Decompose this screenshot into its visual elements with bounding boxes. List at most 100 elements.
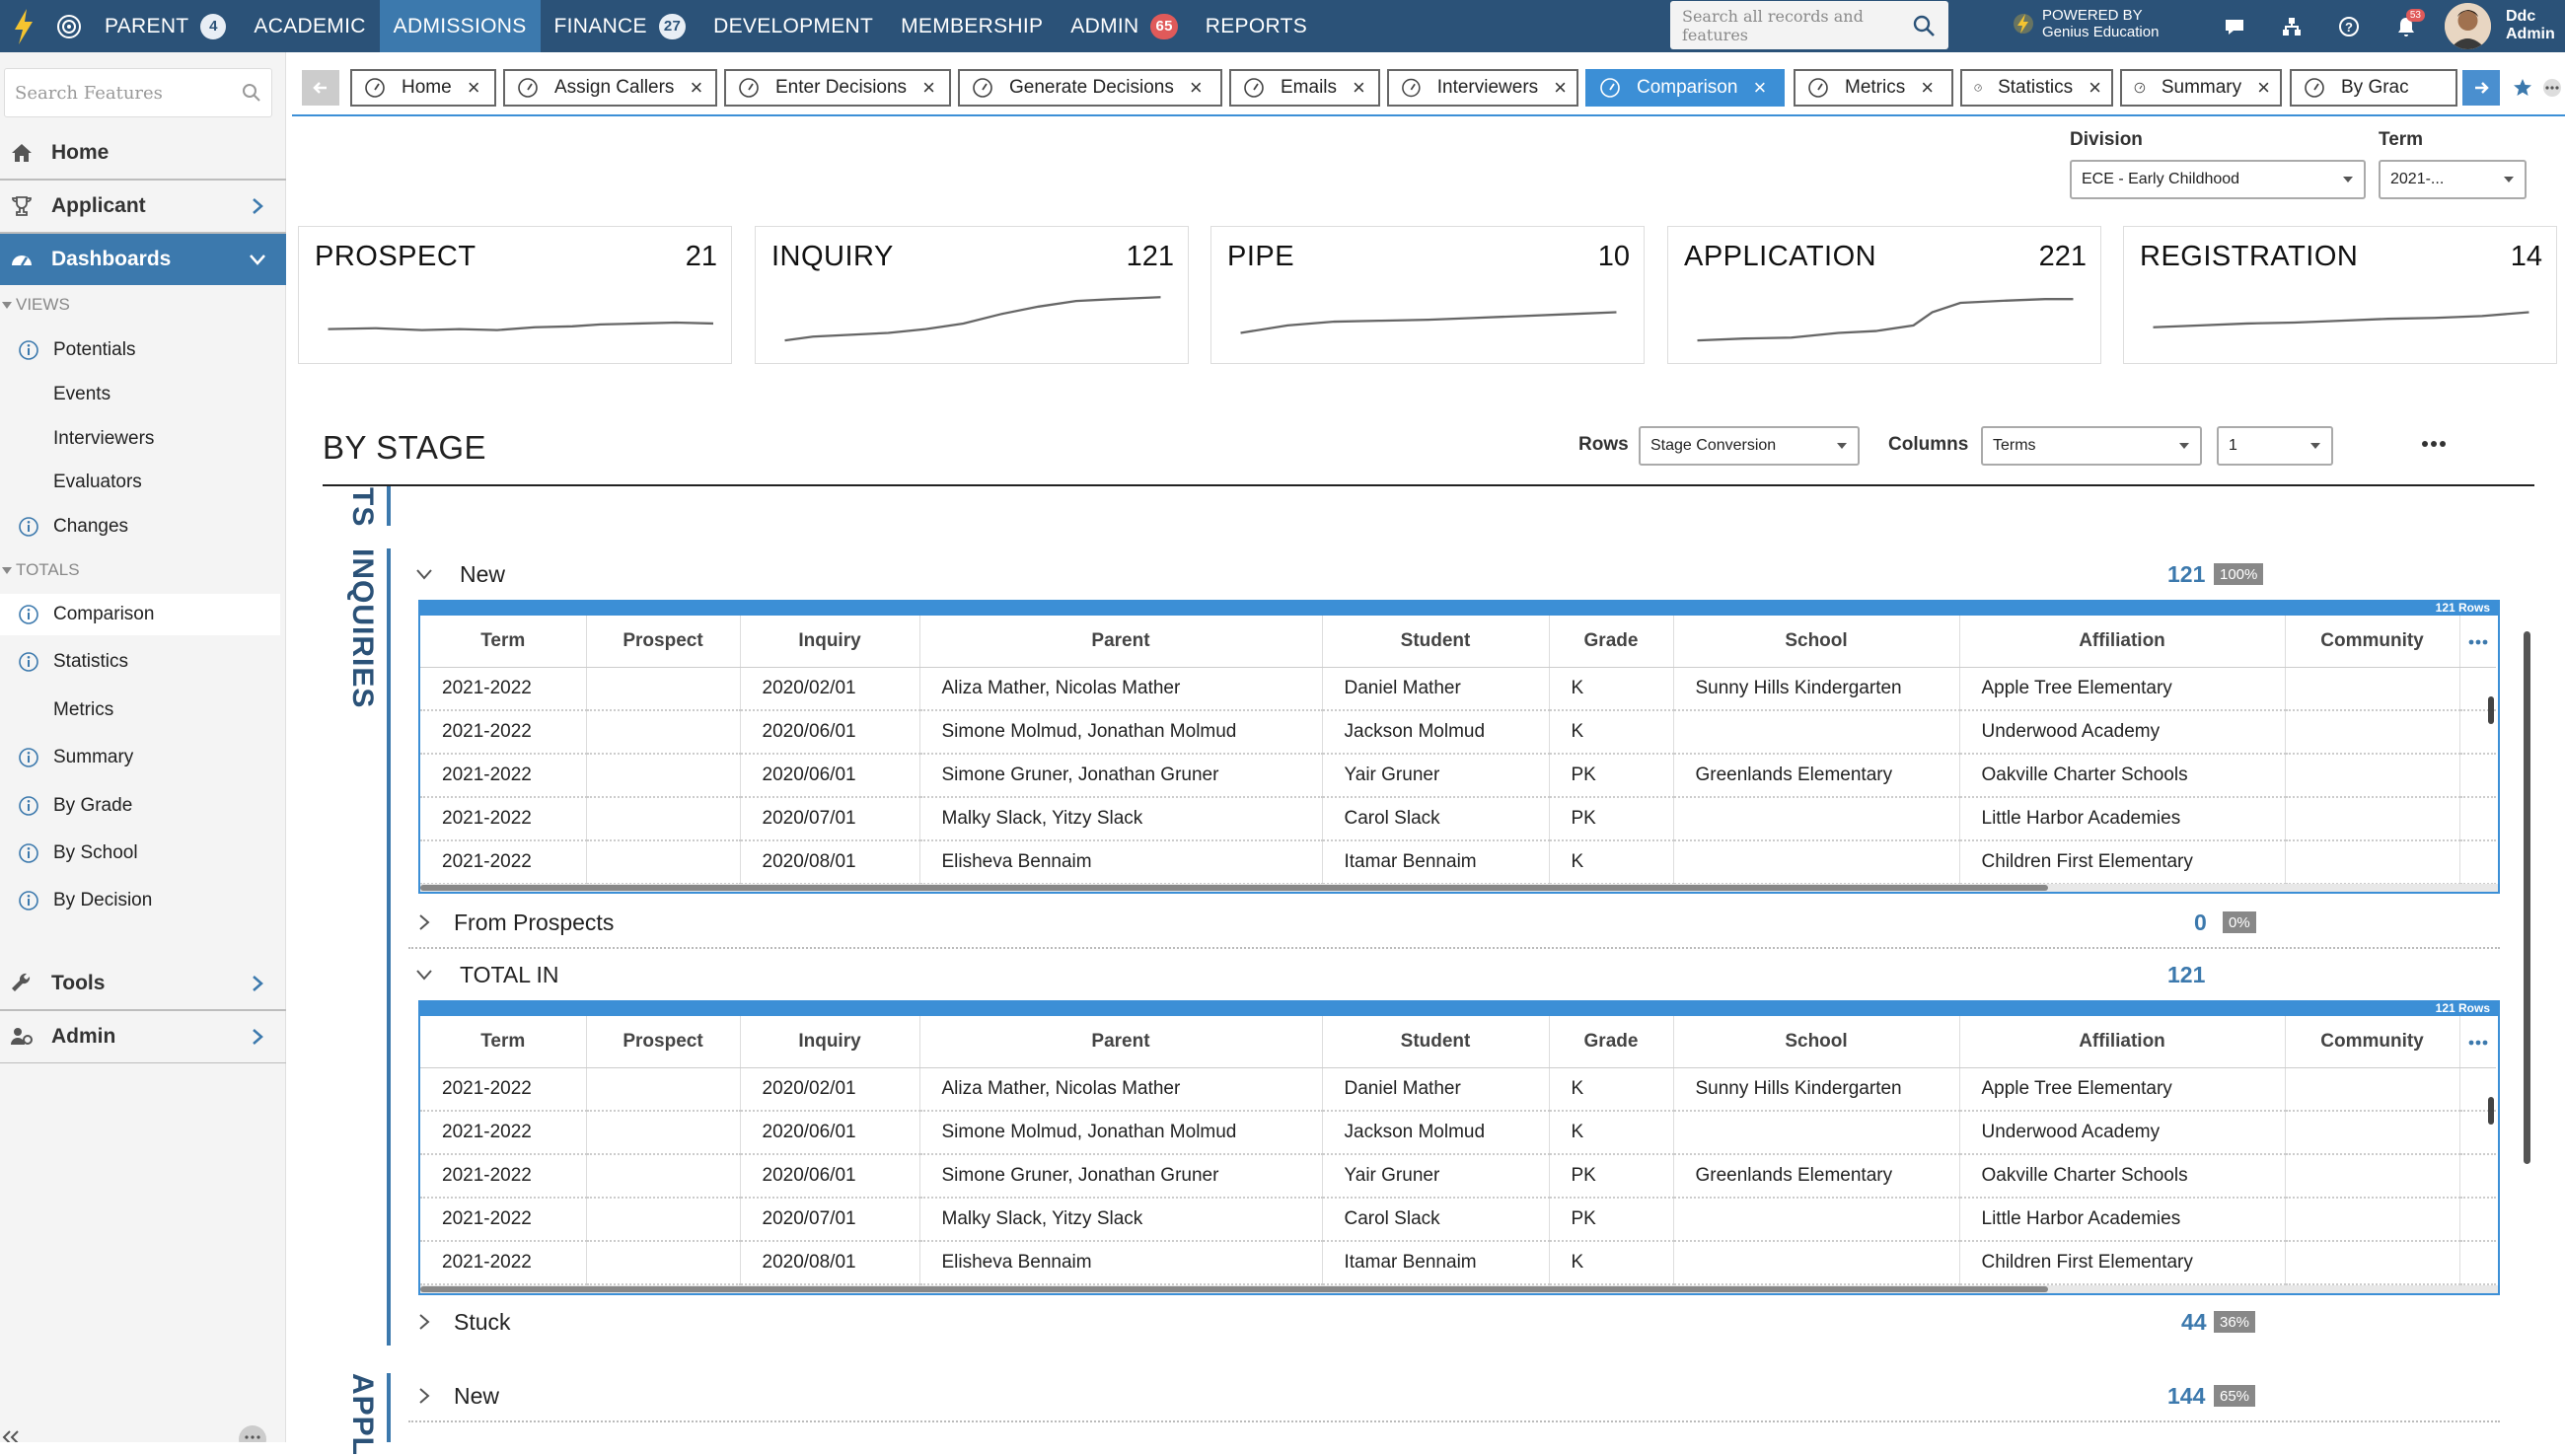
kpi-card-prospect[interactable]: PROSPECT 21	[298, 226, 732, 364]
sidebar-subitem-by-school[interactable]: By School	[0, 833, 280, 874]
nav-development[interactable]: DEVELOPMENT	[713, 14, 874, 37]
sidebar-item-applicant[interactable]: Applicant	[0, 181, 286, 232]
close-tab-icon[interactable]: ×	[922, 75, 935, 100]
lightning-logo-icon[interactable]	[0, 0, 47, 52]
panel-scrollbar[interactable]	[2524, 631, 2530, 1164]
tab-interviewers[interactable]: Interviewers ×	[1387, 69, 1578, 107]
column-menu-icon[interactable]	[2459, 616, 2496, 668]
columns-select[interactable]: Terms	[1981, 426, 2202, 466]
column-header-inquiry[interactable]: Inquiry	[740, 1016, 920, 1068]
sidebar-subitem-evaluators[interactable]: Evaluators	[53, 472, 142, 493]
tab-statistics[interactable]: Statistics ×	[1960, 69, 2113, 107]
tab-emails[interactable]: Emails ×	[1229, 69, 1380, 107]
nav-membership[interactable]: MEMBERSHIP	[901, 14, 1044, 37]
horizontal-scrollbar[interactable]	[420, 1285, 2498, 1293]
column-header-parent[interactable]: Parent	[919, 616, 1323, 668]
column-header-inquiry[interactable]: Inquiry	[740, 616, 920, 668]
table-row[interactable]: 2021-2022 2020/06/01 Simone Gruner, Jonath…	[420, 754, 2496, 798]
more-options-icon[interactable]	[2417, 437, 2451, 451]
tab-assign-callers[interactable]: Assign Callers ×	[503, 69, 717, 107]
tabs-scroll-right-button[interactable]	[2462, 70, 2500, 106]
favorite-star-icon[interactable]	[2504, 70, 2541, 106]
column-header-prospect[interactable]: Prospect	[586, 616, 741, 668]
columns-count-select[interactable]: 1	[2217, 426, 2333, 466]
user-avatar[interactable]	[2445, 3, 2491, 49]
close-tab-icon[interactable]: ×	[1554, 75, 1567, 100]
org-chart-icon[interactable]	[2263, 0, 2320, 52]
column-header-affiliation[interactable]: Affiliation	[1959, 616, 2286, 668]
sidebar-subitem-metrics[interactable]: Metrics	[53, 698, 114, 720]
notifications-bell-icon[interactable]: 53	[2378, 0, 2435, 52]
rows-select[interactable]: Stage Conversion	[1639, 426, 1860, 466]
table-row[interactable]: 2021-2022 2020/06/01 Simone Gruner, Jonath…	[420, 1154, 2496, 1199]
feature-search-input[interactable]: Search Features	[4, 68, 272, 117]
division-select[interactable]: ECE - Early Childhood	[2070, 160, 2366, 199]
table-row[interactable]: 2021-2022 2020/07/01 Malky Slack, Yitzy Sl…	[420, 797, 2496, 841]
sidebar-subitem-summary[interactable]: Summary	[0, 737, 280, 778]
column-header-community[interactable]: Community	[2285, 1016, 2460, 1068]
vertical-scrollbar[interactable]	[2488, 696, 2494, 724]
tabs-more-icon[interactable]	[2533, 70, 2565, 106]
search-icon[interactable]	[1911, 13, 1937, 38]
help-icon[interactable]: ?	[2320, 0, 2378, 52]
group-row-total-in[interactable]: TOTAL IN	[408, 950, 2500, 999]
sidebar-item-tools[interactable]: Tools	[0, 958, 286, 1009]
sidebar-subitem-by-grade[interactable]: By Grade	[0, 785, 280, 827]
nav-parent[interactable]: PARENT 4	[91, 0, 240, 52]
group-row-new[interactable]: New	[408, 549, 2500, 599]
column-header-term[interactable]: Term	[420, 616, 587, 668]
sidebar-item-admin[interactable]: Admin	[0, 1011, 286, 1062]
sidebar-subitem-by-decision[interactable]: By Decision	[0, 880, 280, 921]
column-header-prospect[interactable]: Prospect	[586, 1016, 741, 1068]
column-menu-icon[interactable]	[2459, 1016, 2496, 1068]
table-row[interactable]: 2021-2022 2020/02/01 Aliza Mather, Nicolas…	[420, 667, 2496, 711]
kpi-card-inquiry[interactable]: INQUIRY 121	[755, 226, 1189, 364]
vertical-scrollbar[interactable]	[2488, 1097, 2494, 1125]
group-row-stuck[interactable]: Stuck	[408, 1297, 2500, 1347]
views-section-header[interactable]: VIEWS	[0, 295, 70, 315]
group-row-applications-new[interactable]: New	[408, 1371, 2500, 1420]
sidebar-item-dashboards[interactable]: Dashboards	[0, 234, 286, 285]
tab-enter-decisions[interactable]: Enter Decisions ×	[724, 69, 951, 107]
column-header-grade[interactable]: Grade	[1549, 1016, 1674, 1068]
sidebar-subitem-statistics[interactable]: Statistics	[0, 641, 280, 683]
nav-admissions[interactable]: ADMISSIONS	[379, 0, 541, 52]
close-tab-icon[interactable]: ×	[690, 75, 703, 100]
column-header-affiliation[interactable]: Affiliation	[1959, 1016, 2286, 1068]
tab-metrics[interactable]: Metrics ×	[1794, 69, 1953, 107]
table-row[interactable]: 2021-2022 2020/06/01 Simone Molmud, Jonath…	[420, 710, 2496, 755]
nav-academic[interactable]: ACADEMIC	[254, 14, 366, 37]
column-header-term[interactable]: Term	[420, 1016, 587, 1068]
column-header-school[interactable]: School	[1673, 616, 1960, 668]
close-tab-icon[interactable]: ×	[1921, 75, 1935, 100]
chat-icon[interactable]	[2206, 0, 2263, 52]
tab-generate-decisions[interactable]: Generate Decisions ×	[958, 69, 1222, 107]
global-search-input[interactable]: Search all records and features	[1670, 1, 1948, 49]
tab-home[interactable]: Home ×	[350, 69, 496, 107]
group-row-from-prospects[interactable]: From Prospects	[408, 898, 2500, 947]
nav-reports[interactable]: REPORTS	[1205, 14, 1307, 37]
sidebar-subitem-comparison[interactable]: Comparison	[0, 594, 280, 635]
tab-comparison[interactable]: Comparison ×	[1585, 69, 1785, 107]
column-header-student[interactable]: Student	[1322, 1016, 1550, 1068]
close-tab-icon[interactable]: ×	[2257, 75, 2270, 100]
table-row[interactable]: 2021-2022 2020/02/01 Aliza Mather, Nicolas…	[420, 1067, 2496, 1112]
close-tab-icon[interactable]: ×	[467, 75, 480, 100]
tab-by-grac[interactable]: By Grac	[2290, 69, 2457, 107]
sidebar-subitem-events[interactable]: Events	[53, 383, 111, 404]
table-row[interactable]: 2021-2022 2020/08/01 Elisheva Bennaim Itama…	[420, 840, 2496, 885]
horizontal-scrollbar[interactable]	[420, 884, 2498, 892]
table-row[interactable]: 2021-2022 2020/07/01 Malky Slack, Yitzy Sl…	[420, 1198, 2496, 1242]
totals-section-header[interactable]: TOTALS	[0, 560, 80, 580]
close-tab-icon[interactable]: ×	[1353, 75, 1365, 100]
sidebar-subitem-changes[interactable]: Changes	[0, 506, 280, 547]
sidebar-item-home[interactable]: Home	[0, 127, 286, 179]
kpi-card-pipe[interactable]: PIPE 10	[1210, 226, 1645, 364]
column-header-student[interactable]: Student	[1322, 616, 1550, 668]
column-header-community[interactable]: Community	[2285, 616, 2460, 668]
table-row[interactable]: 2021-2022 2020/06/01 Simone Molmud, Jonath…	[420, 1111, 2496, 1155]
user-name-label[interactable]: Ddc Admin	[2506, 8, 2555, 42]
column-header-grade[interactable]: Grade	[1549, 616, 1674, 668]
sidebar-subitem-potentials[interactable]: Potentials	[0, 329, 280, 371]
tab-summary[interactable]: Summary ×	[2120, 69, 2282, 107]
